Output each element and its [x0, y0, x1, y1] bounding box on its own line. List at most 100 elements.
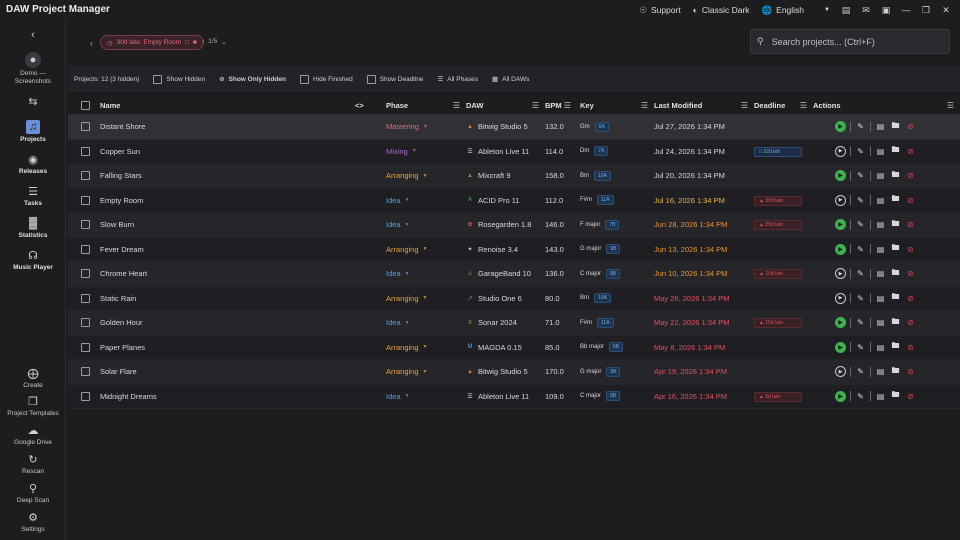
project-name[interactable]: Golden Hour	[100, 318, 143, 328]
menu-icon[interactable]: ☰	[799, 100, 807, 110]
phase-select[interactable]: Idea ▼	[386, 220, 466, 229]
play-icon[interactable]: ▶	[835, 292, 846, 304]
eye-off-icon[interactable]: ⊘	[907, 146, 914, 156]
clipboard-icon[interactable]: ▤	[876, 367, 885, 377]
table-row[interactable]: Golden Hour Idea ▼ ≡ Sonar 2024 71.0 F#m 11A May…	[68, 311, 960, 336]
menu-icon[interactable]: ☰	[640, 100, 648, 110]
table-row[interactable]: Distant Shore Mastering ▼ ▲ Bitwig Studio 5 1…	[68, 115, 960, 140]
play-icon[interactable]: ▶	[835, 268, 846, 280]
folder-icon[interactable]: 🖿	[891, 267, 900, 277]
table-row[interactable]: Fever Dream Arranging ▼ ✦ Renoise 3.4 143.0 G …	[68, 237, 960, 262]
deadline-badge[interactable]: ▲ 20d late	[754, 269, 802, 280]
menu-icon[interactable]: ☰	[563, 100, 571, 110]
table-row[interactable]: Falling Stars Arranging ▼ ▲ Mixcraft 9 158.0 B…	[68, 164, 960, 189]
row-checkbox[interactable]	[68, 367, 100, 377]
project-name[interactable]: Solar Flare	[100, 367, 137, 377]
phase-select[interactable]: Mastering ▼	[386, 122, 466, 131]
sidebar-item-deep-scan[interactable]: ⚲ Deep Scan	[0, 481, 66, 505]
project-name[interactable]: Copper Sun	[100, 146, 141, 156]
column-name[interactable]: Name	[100, 101, 355, 110]
eye-off-icon[interactable]: ⊘	[907, 122, 914, 132]
deadline-badge[interactable]: ▲ 15d late	[754, 318, 802, 329]
sidebar-item-releases[interactable]: ◉ Releases	[0, 152, 66, 176]
deadline-badge[interactable]: ▲ 25d late	[754, 220, 802, 231]
mail-icon[interactable]: ✉	[862, 4, 870, 15]
play-icon[interactable]: ▶	[835, 121, 846, 133]
folder-icon[interactable]: 🖿	[891, 243, 900, 253]
phase-select[interactable]: Arranging ▼	[386, 245, 466, 254]
eye-off-icon[interactable]: ⊘	[907, 318, 914, 328]
play-icon[interactable]: ▶	[835, 317, 846, 329]
layout-icon[interactable]: ▣	[881, 4, 891, 15]
menu-icon[interactable]: ☰	[946, 100, 954, 110]
sidebar-item-tasks[interactable]: ☰ Tasks	[0, 184, 66, 208]
column-bpm[interactable]: BPM ☰	[545, 101, 580, 110]
eye-off-icon[interactable]: ⊘	[907, 391, 914, 401]
play-icon[interactable]: ▶	[835, 219, 846, 231]
play-icon[interactable]: ▶	[835, 145, 846, 157]
eye-off-icon[interactable]: ⊘	[907, 367, 914, 377]
clipboard-icon[interactable]: ▤	[876, 122, 885, 132]
edit-icon[interactable]: ✎	[857, 171, 864, 181]
sidebar-item-google-drive[interactable]: ☁ Google Drive	[0, 423, 66, 447]
project-name[interactable]: Midnight Dreams	[100, 391, 157, 401]
clipboard-icon[interactable]: ▤	[876, 342, 885, 352]
maximize-icon[interactable]: ❐	[921, 4, 931, 15]
table-row[interactable]: Slow Burn Idea ▼ ✿ Rosegarden 1.8 146.0 F majo…	[68, 213, 960, 238]
sidebar-item-settings[interactable]: ⚙ Settings	[0, 510, 66, 534]
phase-filter[interactable]: ☰ All Phases	[437, 75, 478, 84]
phase-select[interactable]: Idea ▼	[386, 196, 466, 205]
column-daw[interactable]: DAW ☰	[466, 101, 545, 110]
row-checkbox[interactable]	[68, 269, 100, 279]
folder-icon[interactable]: 🖿	[891, 365, 900, 375]
column-swap-icon[interactable]: <>	[355, 100, 364, 110]
row-checkbox[interactable]	[68, 244, 100, 254]
phase-select[interactable]: Arranging ▼	[386, 367, 466, 376]
language-select[interactable]: 🌐 English ▼	[756, 0, 836, 20]
row-checkbox[interactable]	[68, 122, 100, 132]
clipboard-icon[interactable]: ▤	[876, 269, 885, 279]
edit-icon[interactable]: ✎	[857, 220, 864, 230]
row-checkbox[interactable]	[68, 146, 100, 156]
phase-select[interactable]: Arranging ▼	[386, 294, 466, 303]
folder-icon[interactable]: 🖿	[891, 390, 900, 400]
table-row[interactable]: Midnight Dreams Idea ▼ ☰ Ableton Live 11 109.…	[68, 384, 960, 409]
table-row[interactable]: Chrome Heart Idea ▼ ♫ GarageBand 10 136.0 C ma…	[68, 262, 960, 287]
show-hidden-checkbox[interactable]: Show Hidden	[153, 74, 205, 84]
sidebar-item-music-player[interactable]: ☊ Music Player	[0, 248, 66, 272]
menu-icon[interactable]: ☰	[452, 100, 460, 110]
minimize-icon[interactable]: —	[901, 5, 911, 15]
eye-off-icon[interactable]: ⊘	[907, 244, 914, 254]
play-icon[interactable]: ▶	[835, 194, 846, 206]
user-profile[interactable]: ● Demo — Screenshots	[0, 52, 66, 86]
phase-select[interactable]: Mixing ▼	[386, 147, 466, 156]
eye-off-icon[interactable]: ⊘	[907, 269, 914, 279]
book-icon[interactable]: ▤	[841, 4, 851, 15]
clipboard-icon[interactable]: ▤	[876, 391, 885, 401]
edit-icon[interactable]: ✎	[857, 146, 864, 156]
column-key[interactable]: Key ☰	[580, 101, 654, 110]
phase-select[interactable]: Idea ▼	[386, 392, 466, 401]
edit-icon[interactable]: ✎	[857, 318, 864, 328]
open-icon[interactable]: □	[184, 39, 189, 46]
phase-select[interactable]: Arranging ▼	[386, 343, 466, 352]
project-name[interactable]: Empty Room	[100, 195, 144, 205]
folder-icon[interactable]: 🖿	[891, 120, 900, 130]
show-deadline-checkbox[interactable]: Show Deadline	[366, 74, 423, 84]
sidebar-item-project-templates[interactable]: ❐ Project Templates	[0, 394, 66, 418]
deadline-badge[interactable]: ▲ 5d late	[754, 391, 802, 402]
clipboard-icon[interactable]: ▤	[876, 195, 885, 205]
play-icon[interactable]: ▶	[835, 243, 846, 255]
swap-icon[interactable]: ⇆	[0, 94, 66, 108]
hide-finished-checkbox[interactable]: Hide Finished	[299, 74, 353, 84]
clipboard-icon[interactable]: ▤	[876, 318, 885, 328]
support-button[interactable]: ☉ Support	[633, 0, 686, 20]
row-checkbox[interactable]	[68, 391, 100, 401]
row-checkbox[interactable]	[68, 293, 100, 303]
edit-icon[interactable]: ✎	[857, 293, 864, 303]
folder-icon[interactable]: 🖿	[891, 145, 900, 155]
edit-icon[interactable]: ✎	[857, 391, 864, 401]
row-checkbox[interactable]	[68, 342, 100, 352]
edit-icon[interactable]: ✎	[857, 244, 864, 254]
eye-off-icon[interactable]: ⊘	[907, 171, 914, 181]
